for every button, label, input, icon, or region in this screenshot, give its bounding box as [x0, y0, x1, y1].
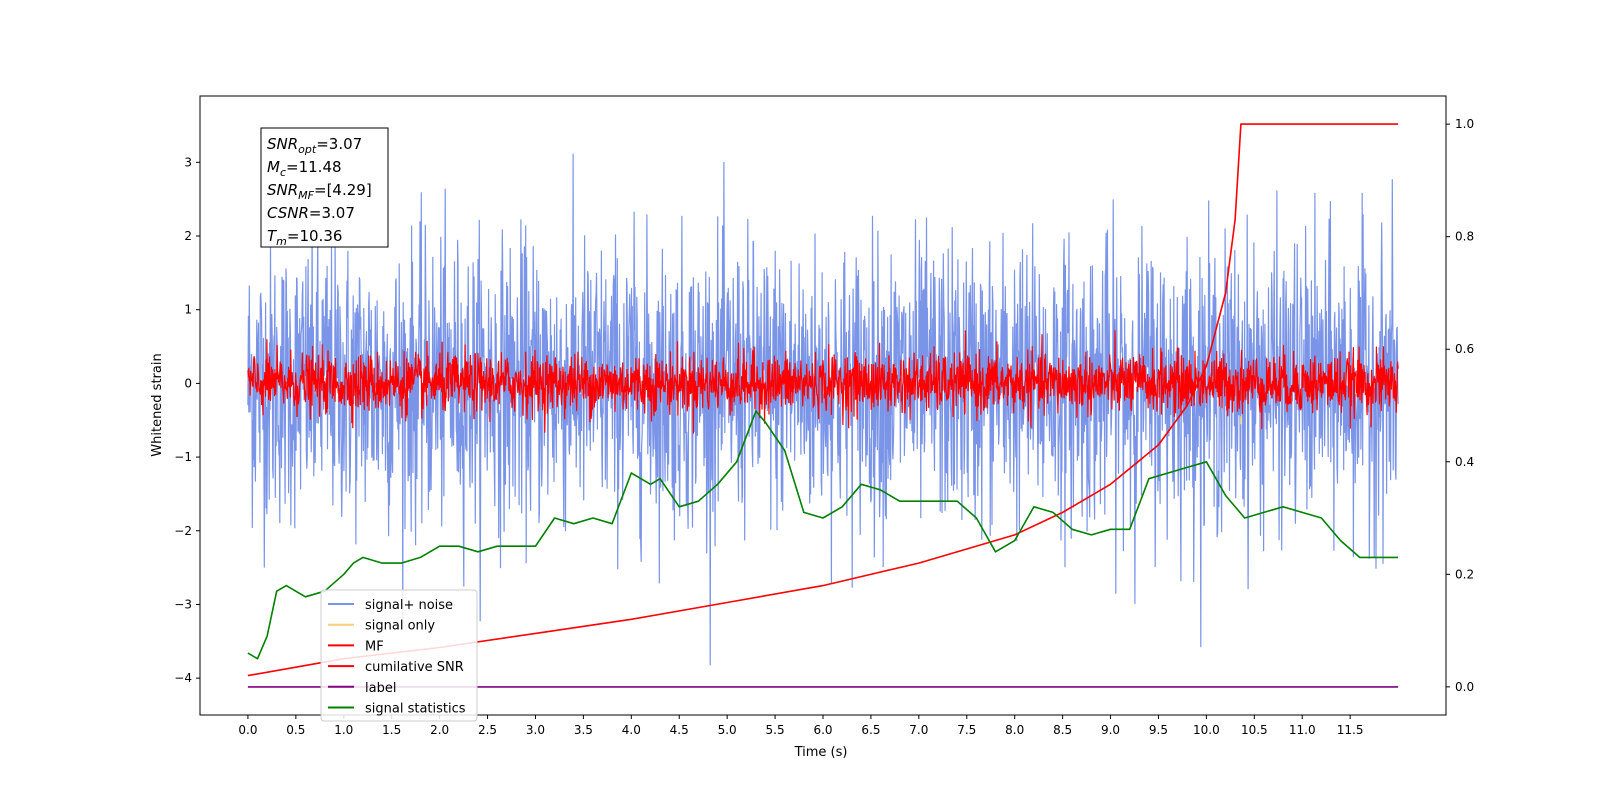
- y2-tick-label: 0.4: [1455, 455, 1474, 469]
- legend-label-mf: MF: [365, 639, 384, 654]
- x-tick-label: 11.5: [1337, 723, 1364, 737]
- annotation-symbol: M: [267, 158, 280, 176]
- x-tick-label: 0.0: [238, 723, 257, 737]
- y2-tick-label: 0.0: [1455, 680, 1474, 694]
- x-tick-label: 2.5: [478, 723, 497, 737]
- y-tick-label: −1: [174, 450, 192, 464]
- annotation-symbol: SNR: [267, 181, 298, 199]
- annotation-line: Tm=10.36: [267, 227, 342, 248]
- legend-label-signal-only: signal only: [365, 619, 435, 634]
- annotation-line: CSNR=3.07: [267, 204, 355, 222]
- x-tick-label: 10.5: [1241, 723, 1268, 737]
- x-tick-label: 3.5: [574, 723, 593, 737]
- legend-label-label: label: [365, 681, 396, 696]
- annotation-value: =3.07: [309, 204, 355, 222]
- y2-tick-label: 0.2: [1455, 567, 1474, 581]
- y-axis-label: Whitened strain: [150, 353, 165, 456]
- y-tick-label: 2: [184, 229, 192, 243]
- annotation-line: SNRMF=[4.29]: [267, 181, 372, 202]
- x-tick-label: 10.0: [1193, 723, 1220, 737]
- x-tick-label: 7.0: [909, 723, 928, 737]
- y-axis-right: 0.0 0.2 0.4 0.6 0.8 1.0: [1446, 117, 1474, 694]
- annotation-subscript: c: [280, 166, 286, 179]
- y2-tick-label: 0.8: [1455, 230, 1474, 244]
- y2-tick-label: 1.0: [1455, 117, 1474, 131]
- x-tick-label: 1.0: [334, 723, 353, 737]
- x-tick-label: 1.5: [382, 723, 401, 737]
- annotation-symbol: CSNR: [267, 204, 309, 222]
- annotation-value: =3.07: [316, 135, 362, 153]
- legend-frame: [320, 589, 478, 722]
- legend-label-cumilative-snr: cumilative SNR: [365, 660, 464, 675]
- x-tick-label: 5.0: [718, 723, 737, 737]
- y-axis-left: −4 −3 −2 −1 0 1 2 3: [174, 155, 200, 685]
- annotation-symbol: SNR: [267, 135, 298, 153]
- x-tick-label: 7.5: [957, 723, 976, 737]
- x-tick-label: 6.5: [861, 723, 880, 737]
- annotation-value: =[4.29]: [314, 181, 372, 199]
- y-tick-label: −3: [174, 597, 192, 611]
- x-tick-label: 4.0: [622, 723, 641, 737]
- x-tick-label: 2.0: [430, 723, 449, 737]
- stats-annotation-box: SNRopt=3.07Mc=11.48SNRMF=[4.29]CSNR=3.07…: [260, 127, 389, 248]
- x-tick-label: 8.5: [1053, 723, 1072, 737]
- annotation-line: SNRopt=3.07: [267, 135, 362, 156]
- y-tick-label: 0: [184, 376, 192, 390]
- x-tick-label: 3.0: [526, 723, 545, 737]
- annotation-subscript: MF: [298, 189, 314, 202]
- x-tick-label: 4.5: [670, 723, 689, 737]
- annotation-symbol: T: [267, 227, 278, 245]
- legend-label-signal-statistics: signal statistics: [365, 702, 466, 717]
- x-tick-label: 9.5: [1149, 723, 1168, 737]
- y-tick-label: −2: [174, 524, 192, 538]
- x-axis-label: Time (s): [794, 745, 848, 760]
- x-axis: 0.0 0.5 1.0 1.5 2.0 2.5 3.0 3.5 4.0 4.5 5.0 5.5 6.0 6…: [238, 715, 1364, 737]
- x-tick-label: 11.0: [1289, 723, 1316, 737]
- y-tick-label: 1: [184, 303, 192, 317]
- x-tick-label: 8.0: [1005, 723, 1024, 737]
- annotation-frame: [260, 127, 389, 248]
- annotation-value: =11.48: [286, 158, 342, 176]
- x-tick-label: 6.0: [813, 723, 832, 737]
- x-tick-label: 0.5: [286, 723, 305, 737]
- series-signal-statistics: [247, 410, 1399, 660]
- y2-tick-label: 0.6: [1455, 342, 1474, 356]
- legend: signal+ noise signal only MF cumilative SNR…: [320, 589, 478, 722]
- y-tick-label: −4: [174, 671, 192, 685]
- x-tick-label: 9.0: [1101, 723, 1120, 737]
- series-signal-noise: [247, 153, 1399, 666]
- annotation-value: =10.36: [287, 227, 343, 245]
- annotation-line: Mc=11.48: [267, 158, 342, 179]
- annotation-subscript: m: [276, 235, 287, 248]
- x-tick-label: 5.5: [766, 723, 785, 737]
- annotation-subscript: opt: [298, 143, 317, 156]
- legend-label-signal-noise: signal+ noise: [365, 598, 453, 613]
- series-mf: [247, 330, 1399, 434]
- y-tick-label: 3: [184, 155, 192, 169]
